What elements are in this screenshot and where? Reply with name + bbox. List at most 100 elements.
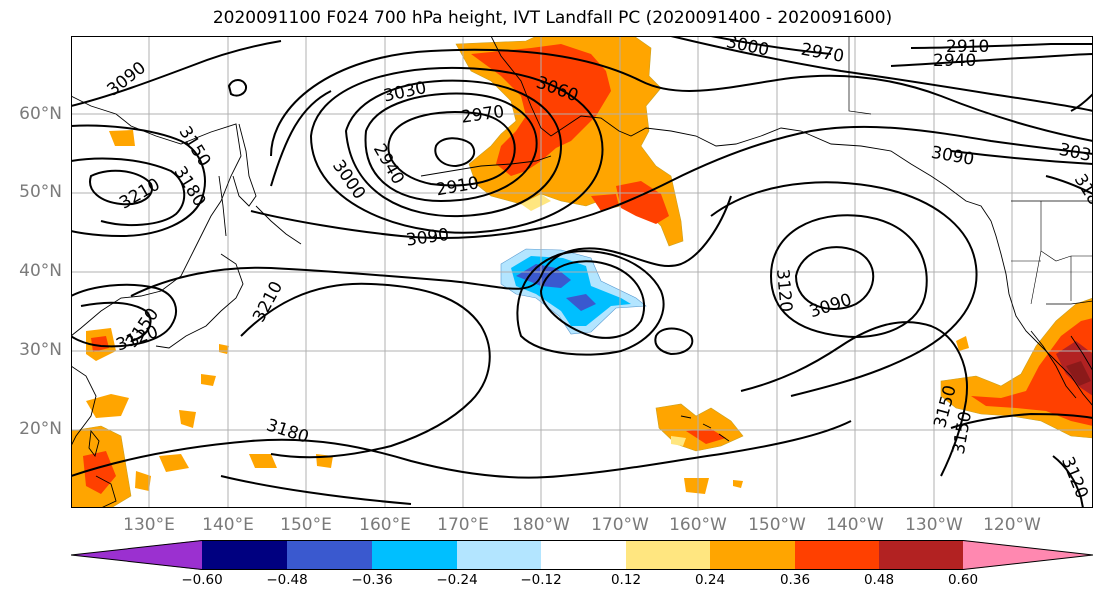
coast-sakhalin [218, 175, 227, 237]
contour-label-23: 3120 [772, 268, 796, 313]
contour-label-6: 2970 [799, 40, 845, 67]
contour-small-low [227, 79, 248, 97]
lat-label-30n: 30°N [19, 340, 62, 360]
gridlines [71, 36, 1093, 508]
contour-2970-low [364, 92, 538, 203]
border-state-1 [1040, 201, 1093, 262]
contour-3210-bottom [220, 475, 412, 505]
ivt-baja-patch [956, 336, 969, 351]
colorbar-cell-8 [795, 540, 879, 570]
ivt-negative-medblue-2 [566, 294, 596, 311]
coast-taiwan [88, 429, 100, 458]
ivt-wpac-6 [135, 471, 151, 491]
contour-label-24: 3180 [264, 415, 311, 447]
ivt-hawaii-red [686, 429, 726, 444]
lon-label-170w: 170°W [591, 515, 649, 535]
contour-3120-se [1052, 455, 1084, 508]
contour-3150-se [950, 412, 1093, 429]
contour-3120-mid [539, 260, 646, 339]
contour-3030-right [950, 150, 1093, 165]
colorbar-cell-4 [457, 540, 541, 570]
border-state-3 [1030, 250, 1042, 305]
contour-3180-south [71, 420, 852, 479]
ivt-hawaii-yellow [671, 436, 686, 446]
contour-3180-w [71, 157, 186, 226]
coast-philippines [95, 475, 117, 508]
lat-label-40n: 40°N [19, 261, 62, 281]
ivt-wpac-1-red [83, 451, 116, 494]
ivt-gulf-alaska-red-2 [616, 181, 669, 224]
contour-3150-w [71, 124, 206, 238]
coast-baja-2 [1070, 335, 1093, 372]
colorbar [71, 540, 1093, 570]
contour-3090-ridge [794, 246, 875, 310]
contour-3210-w [89, 169, 153, 206]
contour-label-9: 3150 [175, 123, 215, 170]
colorbar-tick-7: 0.36 [779, 572, 811, 588]
contour-2940-low [387, 111, 516, 187]
ivt-wpac-5 [159, 454, 189, 472]
contour-3090 [71, 40, 1093, 239]
coast-kuril [255, 205, 302, 245]
lon-label-130e: 130°E [123, 515, 175, 535]
contour-label-26: 3180 [1070, 171, 1093, 218]
contour-label-3: 2970 [460, 102, 506, 128]
contour-3060 [270, 48, 1093, 157]
contour-3120-ridge [769, 214, 928, 338]
coast-alaska [490, 36, 992, 222]
coast-china [71, 365, 97, 447]
colorbar-tick-0: −0.60 [181, 572, 223, 588]
contour-2940-upper [890, 53, 1093, 67]
lon-label-140e: 140°E [202, 515, 254, 535]
contour-label-13: 2940 [369, 141, 408, 188]
ivt-wpac-4 [109, 130, 135, 146]
contour-label-2: 3030 [382, 78, 428, 107]
ivt-wpac-9 [179, 410, 196, 428]
lon-label-150w: 150°W [748, 515, 806, 535]
colorbar-tick-2: −0.36 [351, 572, 393, 588]
coast-kamchatka [232, 123, 257, 207]
coast-na-west [990, 220, 1093, 407]
lon-label-160w: 160°W [669, 515, 727, 535]
contour-3120-ne [1045, 175, 1093, 195]
contour-label-21: 3210 [249, 278, 287, 326]
border-state-2 [1011, 256, 1072, 301]
contour-3000-upper [710, 36, 832, 55]
colorbar-cell-3 [372, 540, 457, 570]
contour-3180-east [740, 321, 968, 477]
contour-3150-ne-far [1070, 93, 1093, 112]
border-alaska-canada [848, 36, 872, 115]
colorbar-cell-5 [541, 540, 626, 570]
ivt-negative-medblue [516, 264, 571, 288]
colorbar-cell-0 [71, 540, 202, 570]
colorbar-tick-6: 0.24 [694, 572, 726, 588]
lat-label-60n: 60°N [19, 104, 62, 124]
contour-3150-sw [71, 283, 177, 348]
colorbar-tick-5: 0.12 [610, 572, 642, 588]
lon-label-130w: 130°W [905, 515, 963, 535]
contour-label-7: 2910 [946, 37, 989, 57]
ivt-wpac-7 [249, 454, 277, 468]
ivt-gulf-yellow-edge [521, 194, 551, 211]
colorbar-tick-8: 0.48 [863, 572, 895, 588]
contour-3180-big [130, 195, 732, 297]
lon-label-170e: 170°E [437, 515, 489, 535]
contour-3150-east [710, 181, 978, 397]
colorbar-cell-6 [626, 540, 710, 570]
ivt-wpac-12 [684, 478, 709, 494]
contour-label-20: 3090 [930, 143, 976, 170]
ivt-wpac-2 [86, 394, 129, 418]
contour-label-14: 2910 [434, 173, 480, 200]
ivt-baja-darkred-2 [1066, 361, 1091, 386]
coastlines [71, 36, 1093, 508]
contour-label-15: 3090 [405, 225, 451, 251]
coast-baja [1030, 330, 1077, 399]
colorbar-tick-9: 0.60 [947, 572, 979, 588]
coast-japan [155, 253, 244, 349]
height-contours [71, 36, 1093, 508]
colorbar-cell-2 [287, 540, 372, 570]
lat-label-50n: 50°N [19, 182, 62, 202]
lon-label-150e: 150°E [280, 515, 332, 535]
contour-label-17: 3030 [1057, 140, 1093, 169]
colorbar-tick-1: −0.48 [266, 572, 308, 588]
